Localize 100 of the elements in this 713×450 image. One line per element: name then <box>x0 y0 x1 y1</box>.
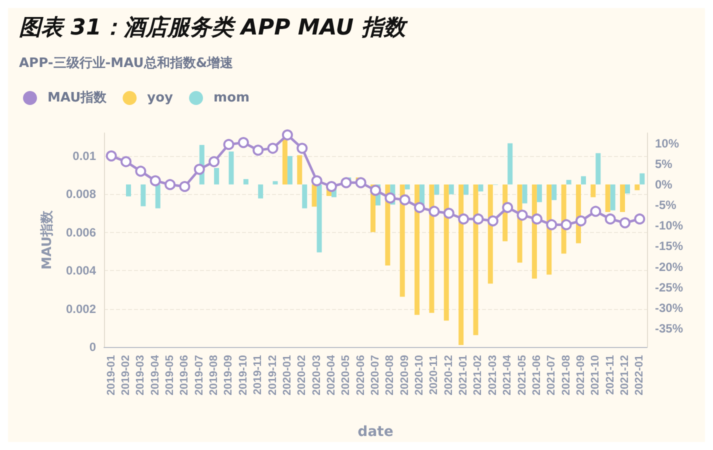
bar <box>536 184 542 202</box>
point <box>150 175 161 186</box>
point <box>399 194 410 206</box>
x-axis-title: date <box>358 424 394 440</box>
bar <box>404 184 410 190</box>
bar <box>316 184 322 252</box>
x-tick-label: 2019-06 <box>178 355 191 396</box>
x-tick-label: 2020-03 <box>310 355 323 396</box>
x-tick-label: 2020-01 <box>281 355 294 396</box>
bar <box>473 184 478 336</box>
bar <box>634 184 640 190</box>
chart-title: 图表 31：酒店服务类 APP MAU 指数 <box>19 14 408 40</box>
point <box>487 215 498 226</box>
bar <box>522 184 528 204</box>
point <box>560 219 572 230</box>
y-tick-label: 0.004 <box>66 264 96 278</box>
legend-label: MAU指数 <box>48 90 108 106</box>
y2-tick-label: -25% <box>655 280 684 294</box>
bar <box>448 184 454 194</box>
y2-tick-label: -20% <box>655 260 684 274</box>
x-tick-label: 2021-10 <box>590 355 602 396</box>
point <box>458 213 470 224</box>
y-tick-label: 0.006 <box>66 225 96 240</box>
point <box>267 142 278 154</box>
x-tick-label: 2021-09 <box>574 355 587 396</box>
x-tick-label: 2022-01 <box>634 355 646 396</box>
x-tick-label: 2020-02 <box>296 355 308 396</box>
point <box>238 137 249 148</box>
x-tick-label: 2021-05 <box>516 355 528 396</box>
bar <box>552 184 557 200</box>
y2-tick-label: -30% <box>655 300 684 315</box>
point <box>194 164 205 175</box>
point <box>223 138 234 150</box>
y2-tick-label: 5% <box>655 156 673 171</box>
point <box>502 202 514 214</box>
x-tick-label: 2019-03 <box>134 355 147 396</box>
point <box>164 179 176 190</box>
bar <box>610 184 616 210</box>
x-tick-label: 2019-08 <box>208 355 220 396</box>
bar <box>302 184 308 208</box>
bar <box>532 184 537 279</box>
point <box>135 166 146 177</box>
point <box>575 215 586 226</box>
bar <box>420 184 425 205</box>
point <box>120 156 132 168</box>
bar <box>126 184 132 196</box>
x-tick-label: 2020-04 <box>325 354 338 396</box>
point <box>252 144 264 156</box>
x-tick-label: 2019-10 <box>237 355 250 396</box>
bar <box>566 180 572 184</box>
y2-tick-label: -35% <box>655 321 684 336</box>
x-tick-label: 2021-08 <box>560 355 572 396</box>
point <box>340 177 352 188</box>
point <box>311 175 322 186</box>
x-tick-label: 2020-09 <box>398 355 411 396</box>
bar <box>214 168 220 184</box>
bar <box>414 184 420 315</box>
x-tick-label: 2021-12 <box>618 355 631 396</box>
x-tick-label: 2021-06 <box>530 355 543 396</box>
x-tick-label: 2019-07 <box>193 355 206 396</box>
x-tick-label: 2021-02 <box>472 355 484 396</box>
x-tick-label: 2019-12 <box>266 355 279 396</box>
x-tick-label: 2021-01 <box>458 355 470 396</box>
bar <box>458 184 464 345</box>
bar <box>580 176 586 184</box>
bar <box>434 184 440 195</box>
point <box>619 217 630 228</box>
y2-tick-label: -15% <box>655 239 684 254</box>
point <box>106 150 117 162</box>
y-axis-title: MAU指数 <box>40 209 55 270</box>
x-tick-label: 2021-07 <box>546 355 558 396</box>
bar <box>228 152 234 184</box>
x-tick-label: 2020-10 <box>414 355 426 396</box>
bar <box>624 184 630 194</box>
x-tick-label: 2020-06 <box>354 355 367 396</box>
x-tick-label: 2020-08 <box>384 355 396 396</box>
point <box>634 213 646 224</box>
x-tick-label: 2021-03 <box>486 355 499 396</box>
bar <box>258 184 264 198</box>
point <box>604 213 616 224</box>
bar <box>508 143 513 184</box>
bar <box>297 155 302 184</box>
bar <box>282 138 288 184</box>
point <box>443 208 454 219</box>
y2-tick-label: 10% <box>655 136 680 150</box>
bar <box>464 184 469 195</box>
x-tick-label: 2019-11 <box>252 355 264 395</box>
point <box>384 192 396 204</box>
point <box>546 219 558 230</box>
y-tick-label: 0.01 <box>72 148 96 163</box>
x-tick-label: 2021-11 <box>604 355 616 395</box>
bar <box>605 184 610 212</box>
x-tick-label: 2019-02 <box>120 355 132 396</box>
point <box>208 156 220 168</box>
y2-tick-label: 0% <box>655 177 673 192</box>
x-tick-label: 2020-12 <box>442 355 455 396</box>
bar <box>272 181 278 184</box>
point <box>531 213 542 224</box>
x-tick-label: 2020-11 <box>428 355 440 395</box>
point <box>414 202 426 214</box>
